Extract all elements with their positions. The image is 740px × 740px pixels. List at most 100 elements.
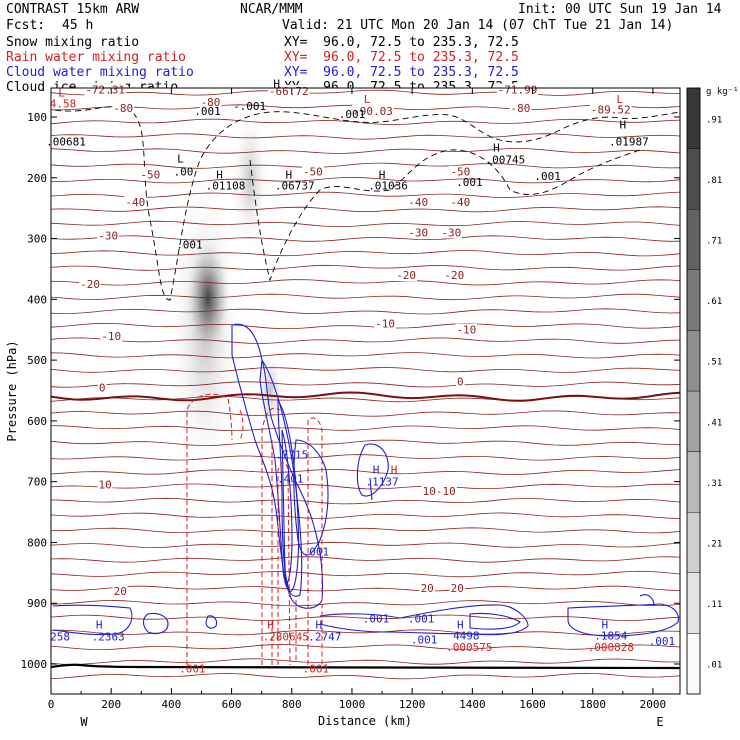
temperature-contour-label: 10: [99, 479, 112, 492]
temperature-contour-label: -20: [396, 269, 416, 282]
contour-label-bg: [124, 196, 147, 209]
temperature-contour-line: [51, 614, 680, 622]
field-extremum-label: 4498: [453, 629, 480, 642]
temperature-contour-line: [51, 541, 680, 549]
temperature-contour-line: [51, 570, 680, 578]
contour-label-bg: [443, 269, 466, 282]
cw-contour-8: [52, 604, 133, 636]
x-axis-east-label: E: [656, 715, 663, 729]
field-extremum-label: .001: [534, 170, 561, 183]
temperature-contour-line: [51, 644, 680, 651]
field-extremum-label: .01036: [368, 180, 408, 193]
temperature-contour-label: -50: [140, 169, 160, 182]
field-extremum-label: .001: [363, 612, 390, 625]
field-extremum-label: H: [493, 141, 500, 154]
temperature-contour-line: [51, 599, 680, 607]
snow-shade-upper: [232, 110, 268, 250]
field-extremum-label: .06737: [275, 180, 315, 193]
field-extremum-label: .2363: [92, 631, 125, 644]
colorbar-label: .01: [706, 661, 722, 671]
field-extremum-label: L: [364, 93, 371, 106]
temperature-contour-label: -10: [375, 318, 395, 331]
contour-label-bg: [374, 317, 396, 330]
temperature-contour-label: -50: [450, 166, 470, 179]
field-extremum-label: .000828: [588, 641, 634, 654]
init-time: Init: 00 UTC Sun 19 Jan 14: [518, 2, 722, 17]
y-tick-label: 400: [27, 293, 47, 306]
org-title: NCAR/MMM: [240, 2, 303, 17]
plot-frame: [50, 87, 681, 695]
temperature-contour-line: [51, 279, 680, 286]
temperature-contour-line: [51, 469, 680, 476]
temperature-contour-label: 0: [99, 381, 106, 394]
contour-label-bg: [84, 83, 126, 96]
contour-label-bg: [352, 104, 394, 117]
temperature-contour-label: -80: [201, 96, 221, 109]
temperature-contour-label: -40: [408, 196, 428, 209]
x-tick-label: 200: [101, 698, 121, 711]
contour-label-bg: [100, 329, 123, 342]
x-tick-label: 400: [161, 698, 181, 711]
cw-contour-2: [259, 358, 303, 597]
contour-label-bg: [421, 484, 457, 497]
temperature-contour-label: -30: [408, 226, 428, 239]
contour-label-bg: [395, 269, 418, 282]
contour-label-bg: [97, 229, 120, 242]
y-tick-label: 800: [27, 536, 47, 549]
contour-label-bg: [589, 103, 632, 116]
colorbar: .01 .11 .21 .31 .41 .51 .61 .71 .81 .91: [686, 87, 722, 695]
x-axis-west-label: W: [80, 715, 88, 729]
field-extremum-label: .280645: [263, 631, 309, 644]
temperature-contour-line: [51, 512, 680, 519]
field-extremum-label: H: [285, 169, 292, 182]
surface-line: [50, 663, 681, 670]
zero-isotherm: [51, 391, 680, 402]
rw-contour-2: [261, 407, 281, 665]
x-tick-label: 1000: [339, 698, 366, 711]
field-xy-snow: XY= 96.0, 72.5 to 235.3, 72.5: [284, 35, 519, 50]
temperature-contour-line: [51, 235, 680, 242]
contour-label-bg: [407, 226, 430, 239]
colorbar-label: .91: [706, 115, 722, 125]
temperature-contour-line: [51, 454, 680, 461]
temperature-contour-line: [51, 176, 680, 184]
colorbar-label: .51: [706, 358, 722, 368]
field-xy-rain: XY= 96.0, 72.5 to 235.3, 72.5: [284, 50, 519, 65]
temperature-contour-line: [51, 264, 680, 271]
cw-contour-6: [356, 443, 389, 497]
colorbar-segment: [686, 633, 701, 695]
field-extremum-label: .01987: [609, 135, 649, 148]
field-extremum-label: .001: [176, 239, 203, 252]
temperature-contour-line: [51, 527, 680, 534]
field-extremum-label: .00: [173, 166, 193, 179]
colorbar-segment: [686, 208, 701, 270]
contour-label-bg: [301, 165, 324, 178]
temperature-contour-line: [51, 89, 680, 96]
temperature-contour-label: -89.52: [591, 104, 631, 117]
contour-label-bg: [419, 582, 435, 595]
rw-contour-1: [186, 393, 233, 665]
field-extremum-label: H: [601, 618, 608, 631]
field-extremum-label: L: [58, 87, 65, 100]
temperature-contour-line: [51, 133, 680, 140]
contour-label-bg: [455, 323, 478, 336]
temperature-contour-label: -80: [511, 102, 531, 115]
contour-label-bg: [199, 95, 222, 108]
contour-label-bg: [112, 101, 135, 114]
x-tick-label: 0: [48, 698, 55, 711]
temperature-contour-line: [51, 148, 680, 154]
cw-contour-14: [639, 594, 655, 607]
temperature-contour-line: [51, 672, 680, 680]
temperature-contour-label: -30: [441, 226, 461, 239]
x-tick-label: 1200: [399, 698, 426, 711]
colorbar-segment: [686, 87, 701, 149]
colorbar-label: .31: [706, 479, 722, 489]
temperature-contour-line: [51, 585, 680, 592]
field-name-rain: Rain water mixing ratio: [6, 50, 187, 65]
field-extremum-label: H: [267, 618, 274, 631]
temperature-contour-label: -50: [303, 166, 323, 179]
field-extremum-label: L: [177, 152, 184, 165]
temperature-contour-line: [51, 206, 680, 213]
colorbar-label: .81: [706, 176, 722, 186]
contour-labels: -72.31 -66.72 -71.99-80 -80 -80 -89.52-90.03-…: [46, 78, 675, 676]
